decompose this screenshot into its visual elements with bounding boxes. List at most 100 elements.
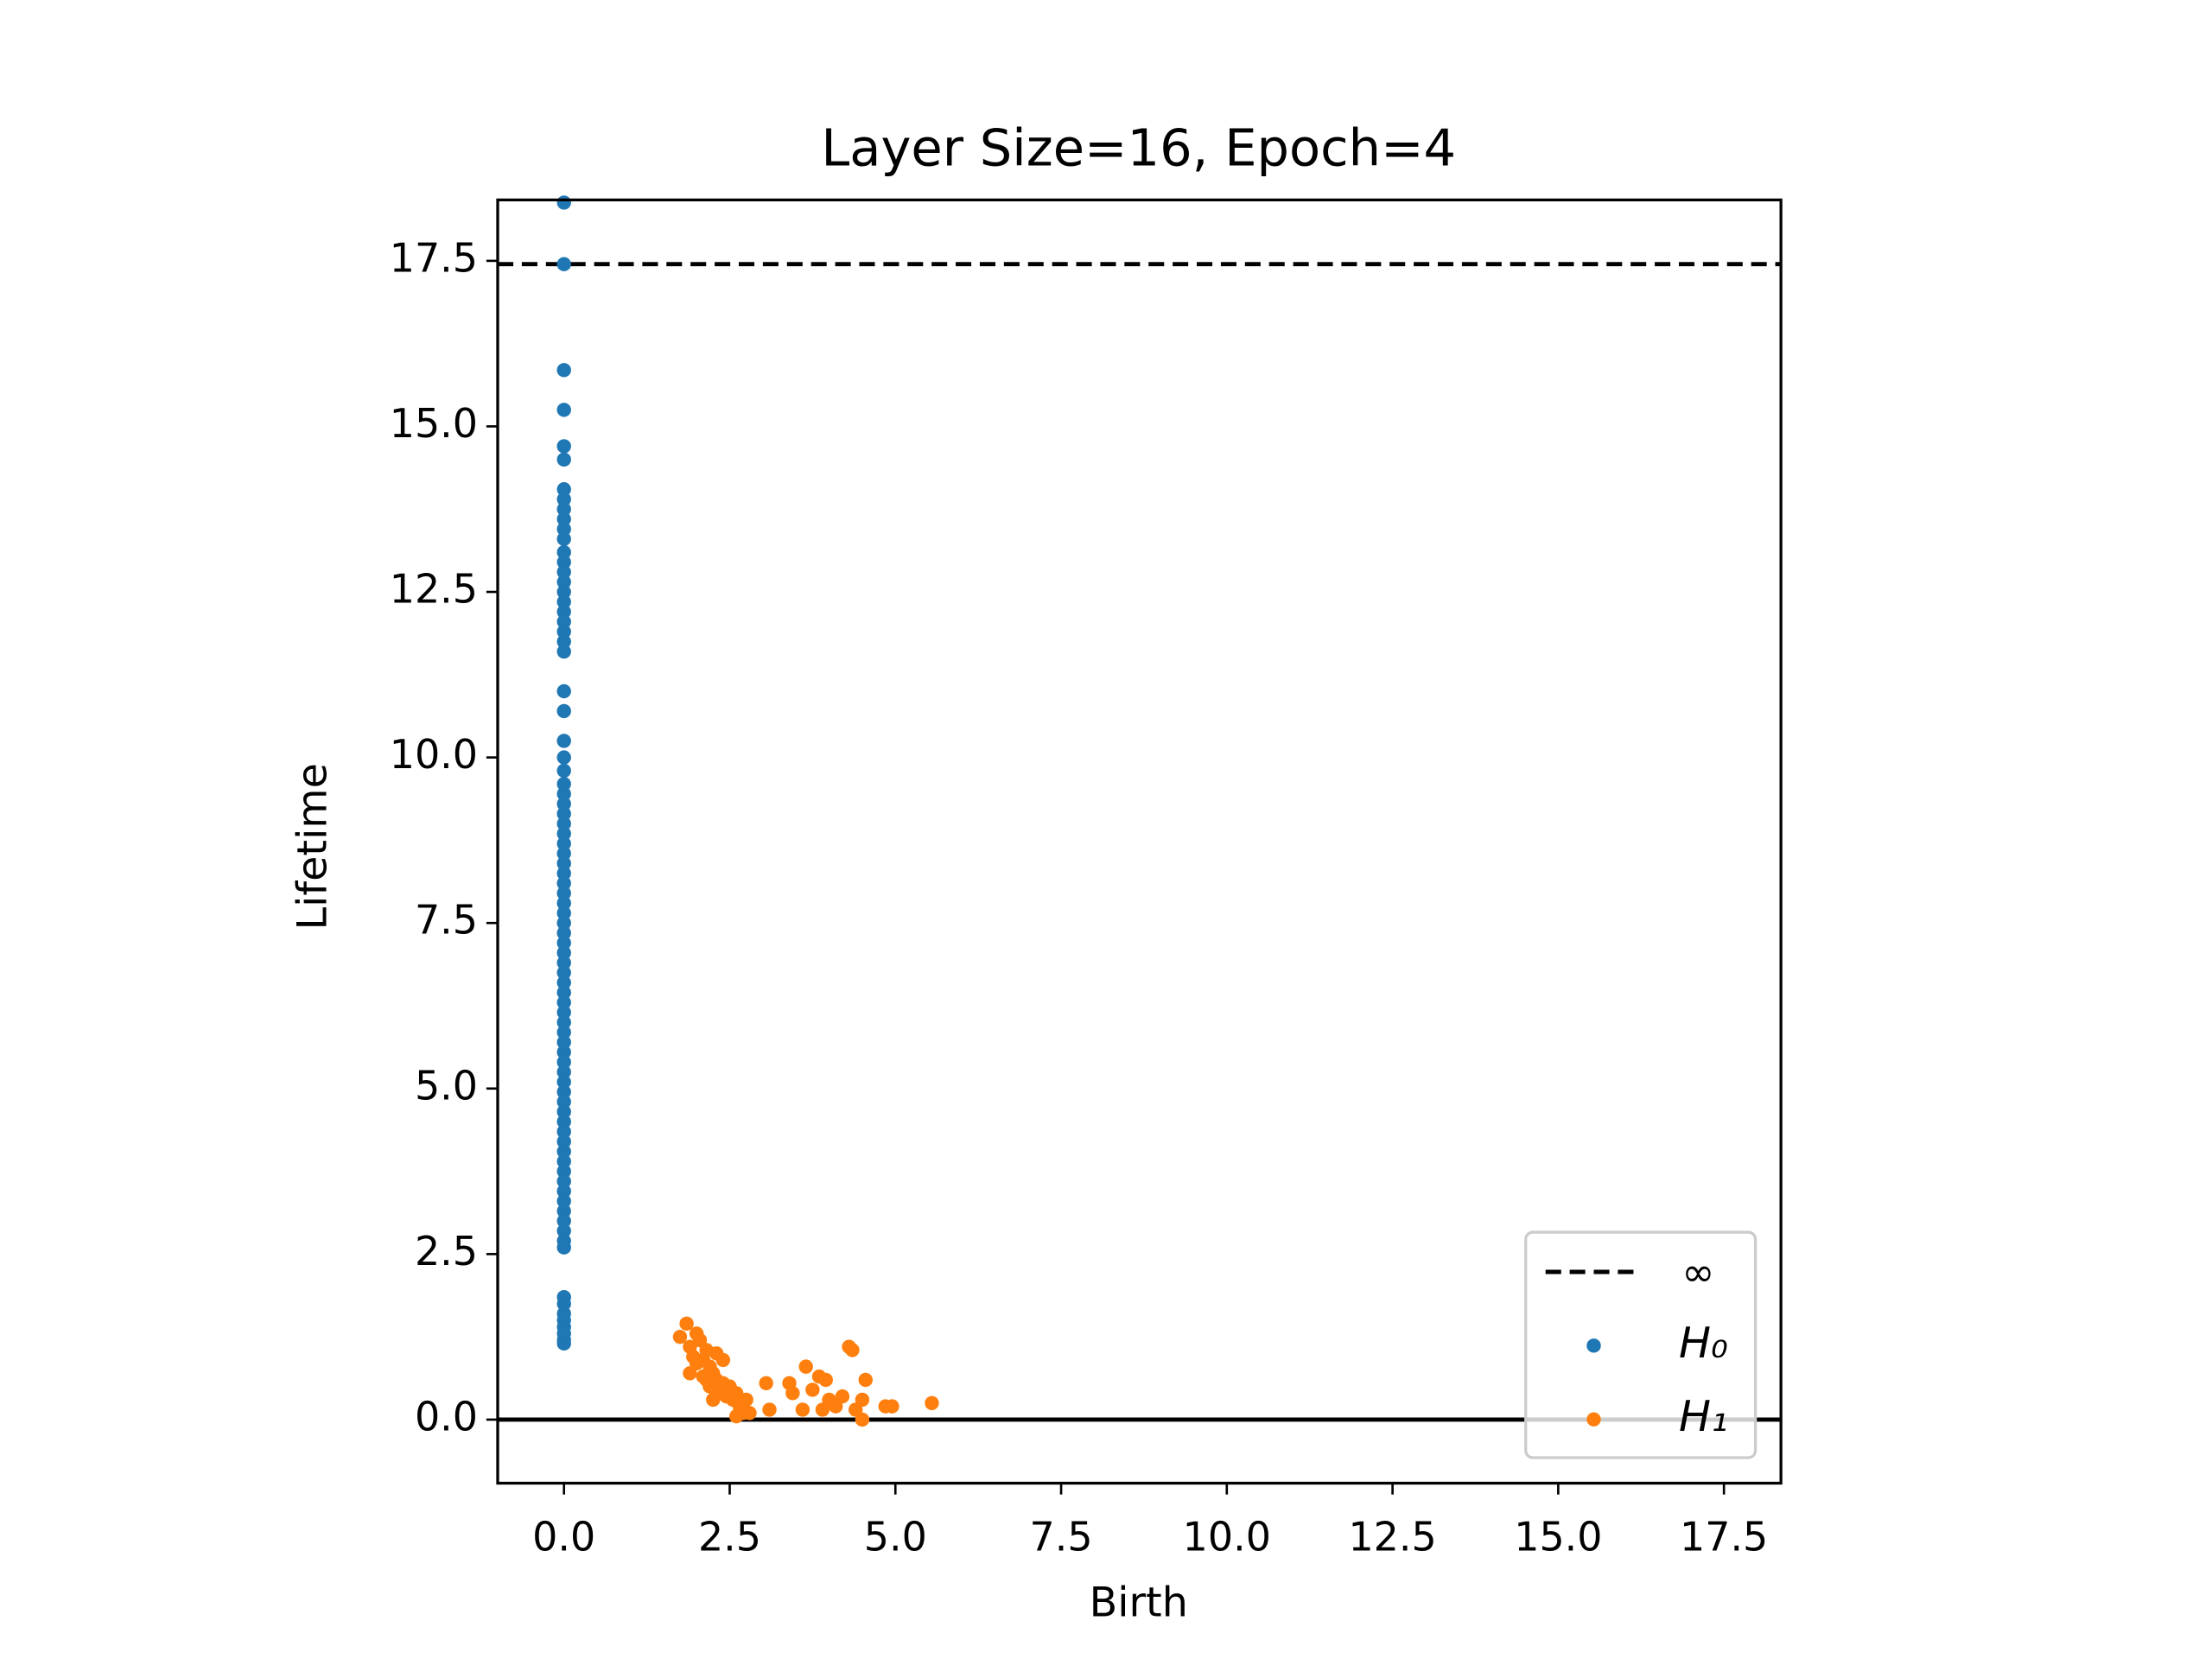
x-tick-label: 12.5: [1348, 1514, 1436, 1560]
point: [556, 439, 571, 454]
point: [849, 1402, 863, 1417]
point: [556, 1134, 571, 1149]
point: [556, 806, 571, 821]
point: [692, 1332, 708, 1348]
point: [556, 1240, 571, 1255]
point: [556, 584, 571, 600]
point: [556, 1224, 571, 1238]
point: [556, 1154, 571, 1169]
point: [805, 1382, 820, 1397]
point: [556, 1204, 571, 1218]
point: [683, 1366, 697, 1381]
x-tick-label: 10.0: [1183, 1514, 1271, 1560]
point: [556, 531, 571, 546]
point: [556, 955, 571, 970]
point: [556, 1094, 571, 1109]
point: [818, 1372, 833, 1388]
point: [556, 935, 571, 950]
y-axis-label: Lifetime: [289, 763, 336, 930]
x-axis-label: Birth: [1090, 1580, 1188, 1627]
point: [556, 1014, 571, 1030]
y-tick-label: 7.5: [415, 897, 478, 944]
axes-frame: [496, 198, 1783, 1485]
point: [556, 965, 571, 980]
x-tick-label: 2.5: [698, 1514, 761, 1560]
point: [556, 1173, 571, 1189]
point: [556, 925, 571, 940]
x-tick-label: 0.0: [532, 1514, 595, 1560]
x-tick-label: 5.0: [864, 1514, 927, 1560]
point: [556, 195, 571, 210]
point: [556, 734, 571, 748]
point: [728, 1408, 744, 1424]
y-tick-label: 10.0: [390, 731, 478, 778]
point: [556, 1114, 571, 1129]
point: [689, 1356, 704, 1371]
point: [699, 1372, 714, 1388]
point: [556, 1025, 571, 1039]
point: [556, 1164, 571, 1179]
point: [556, 995, 571, 1010]
plot-area: [498, 195, 1782, 1427]
point: [715, 1352, 731, 1368]
point: [739, 1392, 753, 1408]
point: [742, 1406, 757, 1421]
point: [556, 1034, 571, 1050]
point: [556, 452, 571, 467]
point: [556, 846, 571, 861]
point: [556, 564, 571, 580]
point: [556, 886, 571, 900]
point: [556, 634, 571, 649]
point: [556, 1184, 571, 1198]
point: [556, 777, 571, 791]
x-tick-label: 7.5: [1030, 1514, 1093, 1560]
y-tick-label: 2.5: [415, 1228, 478, 1274]
point: [762, 1402, 777, 1417]
point: [556, 1213, 571, 1229]
point: [556, 817, 571, 831]
point: [855, 1412, 870, 1427]
point: [785, 1386, 800, 1401]
point: [556, 1193, 571, 1209]
legend-label: ∞: [1681, 1249, 1714, 1295]
point: [556, 786, 571, 801]
point: [556, 1144, 571, 1159]
point: [556, 1104, 571, 1119]
point: [556, 906, 571, 920]
point: [556, 594, 571, 609]
legend: ∞ H₀ H₁: [1524, 1230, 1758, 1459]
point: [556, 750, 571, 765]
point: [556, 624, 571, 639]
point: [556, 916, 571, 931]
point: [798, 1359, 813, 1374]
point: [556, 555, 571, 569]
legend-swatch: [1586, 1412, 1601, 1427]
point: [706, 1392, 721, 1408]
legend-label: H₀: [1679, 1318, 1728, 1368]
point: [556, 1296, 571, 1312]
point: [556, 614, 571, 629]
legend-label: H₁: [1679, 1391, 1728, 1441]
point: [858, 1372, 873, 1388]
point: [556, 257, 571, 271]
y-tick-label: 15.0: [390, 400, 478, 447]
y-tick-label: 0.0: [415, 1393, 478, 1440]
point: [728, 1386, 744, 1401]
point: [556, 985, 571, 1000]
point: [556, 945, 571, 960]
point: [815, 1402, 830, 1417]
point: [556, 866, 571, 880]
point: [556, 826, 571, 841]
point: [925, 1395, 939, 1410]
point: [556, 1124, 571, 1139]
point: [759, 1376, 773, 1391]
point: [556, 763, 571, 779]
point: [679, 1316, 694, 1332]
x-tick-label: 17.5: [1680, 1514, 1768, 1560]
point: [845, 1343, 860, 1357]
point: [556, 896, 571, 911]
point: [556, 644, 571, 659]
y-tick-label: 12.5: [390, 566, 478, 613]
